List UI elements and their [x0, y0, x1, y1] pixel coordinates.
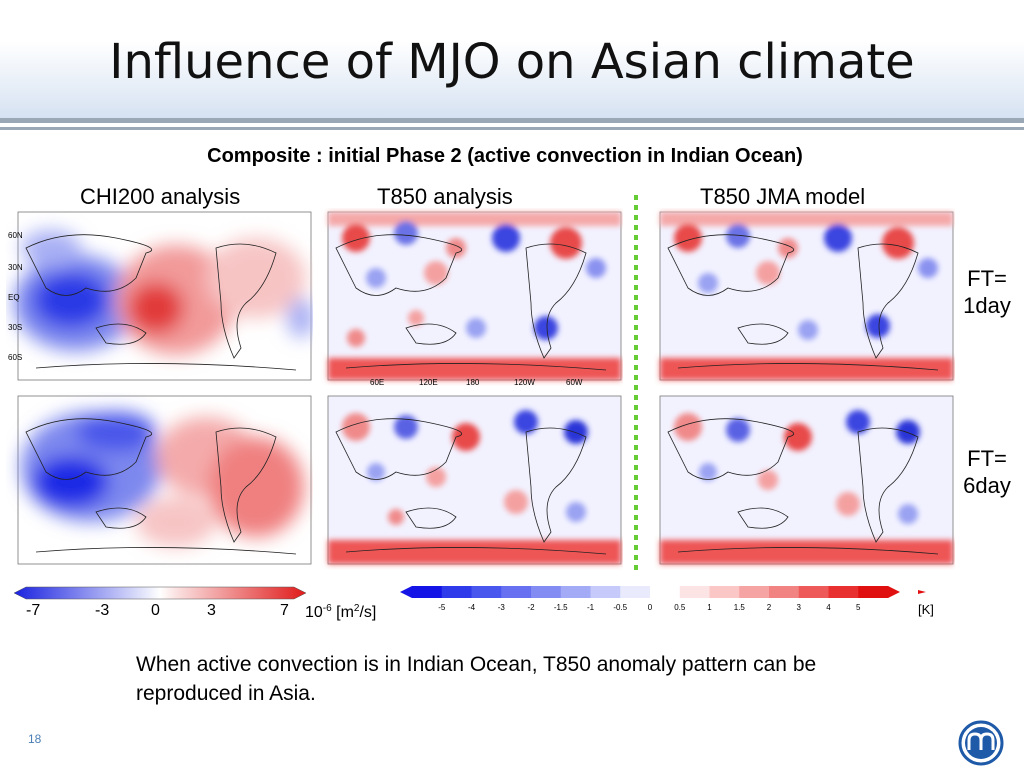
colorbar-arrow-left: [400, 586, 412, 598]
chi200-analysis-map-ft1: 60N 30N EQ 30S 60S: [8, 211, 313, 381]
column-separator: [634, 195, 638, 575]
colorbar-segment: [650, 586, 681, 598]
t850-tick: -3: [498, 603, 506, 612]
t850-tick: 3: [797, 603, 802, 612]
lon-label: 120E: [419, 378, 438, 386]
colorbar-segment: [709, 586, 740, 598]
column-label-chi200: CHI200 analysis: [80, 184, 241, 209]
lon-label: 60W: [566, 378, 583, 386]
colorbar-segment: [739, 586, 770, 598]
colorbar-segment: [798, 586, 829, 598]
t850-model-map-ft1: [659, 211, 954, 381]
t850-analysis-map-ft6: [327, 395, 622, 565]
t850-tick: 5: [856, 603, 861, 612]
colorbar-segment: [828, 586, 859, 598]
colorbar-arrow-right: [888, 586, 900, 598]
chi200-tick: 0: [151, 602, 160, 619]
page-number: 18: [28, 732, 42, 746]
lon-label: 60E: [370, 378, 384, 386]
chi200-analysis-map-ft6: [17, 395, 312, 565]
t850-tick: 1.5: [734, 603, 746, 612]
t850-tick: -0.5: [613, 603, 627, 612]
title-divider-thin: [0, 127, 1024, 130]
chi200-tick: -7: [26, 602, 41, 619]
t850-unit: [K]: [918, 602, 934, 617]
t850-tick: 4: [826, 603, 831, 612]
t850-tick: 2: [767, 603, 772, 612]
colorbar-segment: [769, 586, 800, 598]
t850-tick: 0: [648, 603, 653, 612]
colorbar-segment: [679, 586, 710, 598]
title-bar: [0, 0, 1024, 118]
lat-label: 60S: [8, 353, 22, 362]
t850-tick: -4: [468, 603, 476, 612]
chi200-tick: -3: [95, 602, 110, 619]
colorbar-marker: [918, 590, 926, 594]
forecast-time-label-1day: FT= 1day: [963, 266, 1011, 318]
t850-tick: -2: [527, 603, 535, 612]
chi200-colorbar: [14, 586, 306, 600]
forecast-time-label-6day: FT= 6day: [963, 446, 1011, 498]
lat-label: 30N: [8, 263, 23, 272]
title-divider: [0, 118, 1024, 123]
colorbar-segment: [471, 586, 502, 598]
composite-subtitle: Composite : initial Phase 2 (active conv…: [207, 145, 803, 167]
chi200-tick: 3: [207, 602, 216, 619]
t850-tick: -5: [438, 603, 446, 612]
column-label-t850-analysis: T850 analysis: [377, 184, 513, 209]
chi200-unit: 10-6 [m2/s]: [305, 603, 377, 621]
t850-tick: 1: [707, 603, 712, 612]
t850-model-map-ft6: [659, 395, 954, 565]
colorbar-segment: [858, 586, 889, 598]
lat-label: EQ: [8, 293, 20, 302]
t850-tick: -1: [587, 603, 595, 612]
colorbar-segment: [560, 586, 591, 598]
t850-colorbar: -5 -4 -3 -2 -1.5 -1 -0.5 0 0.5 1 1.5 2 3 4 5: [400, 586, 926, 612]
t850-tick: 0.5: [674, 603, 686, 612]
column-label-t850-model: T850 JMA model: [700, 184, 866, 209]
slide-title: Influence of MJO on Asian climate: [109, 34, 915, 90]
t850-tick: -1.5: [554, 603, 568, 612]
colorbar-segment: [590, 586, 621, 598]
lat-label: 60N: [8, 231, 23, 240]
chi200-tick: 7: [280, 602, 289, 619]
colorbar-segment: [441, 586, 472, 598]
colorbar-segment: [531, 586, 562, 598]
lat-label: 30S: [8, 323, 22, 332]
t850-analysis-map-ft1: 60E 120E 180 120W 60W: [327, 211, 622, 386]
colorbar-segment: [501, 586, 532, 598]
lon-label: 180: [466, 378, 480, 386]
conclusion-text: When active convection is in Indian Ocea…: [136, 653, 817, 705]
colorbar-segment: [620, 586, 651, 598]
agency-logo-icon: [958, 720, 1004, 766]
colorbar-segment: [412, 586, 443, 598]
lon-label: 120W: [514, 378, 535, 386]
